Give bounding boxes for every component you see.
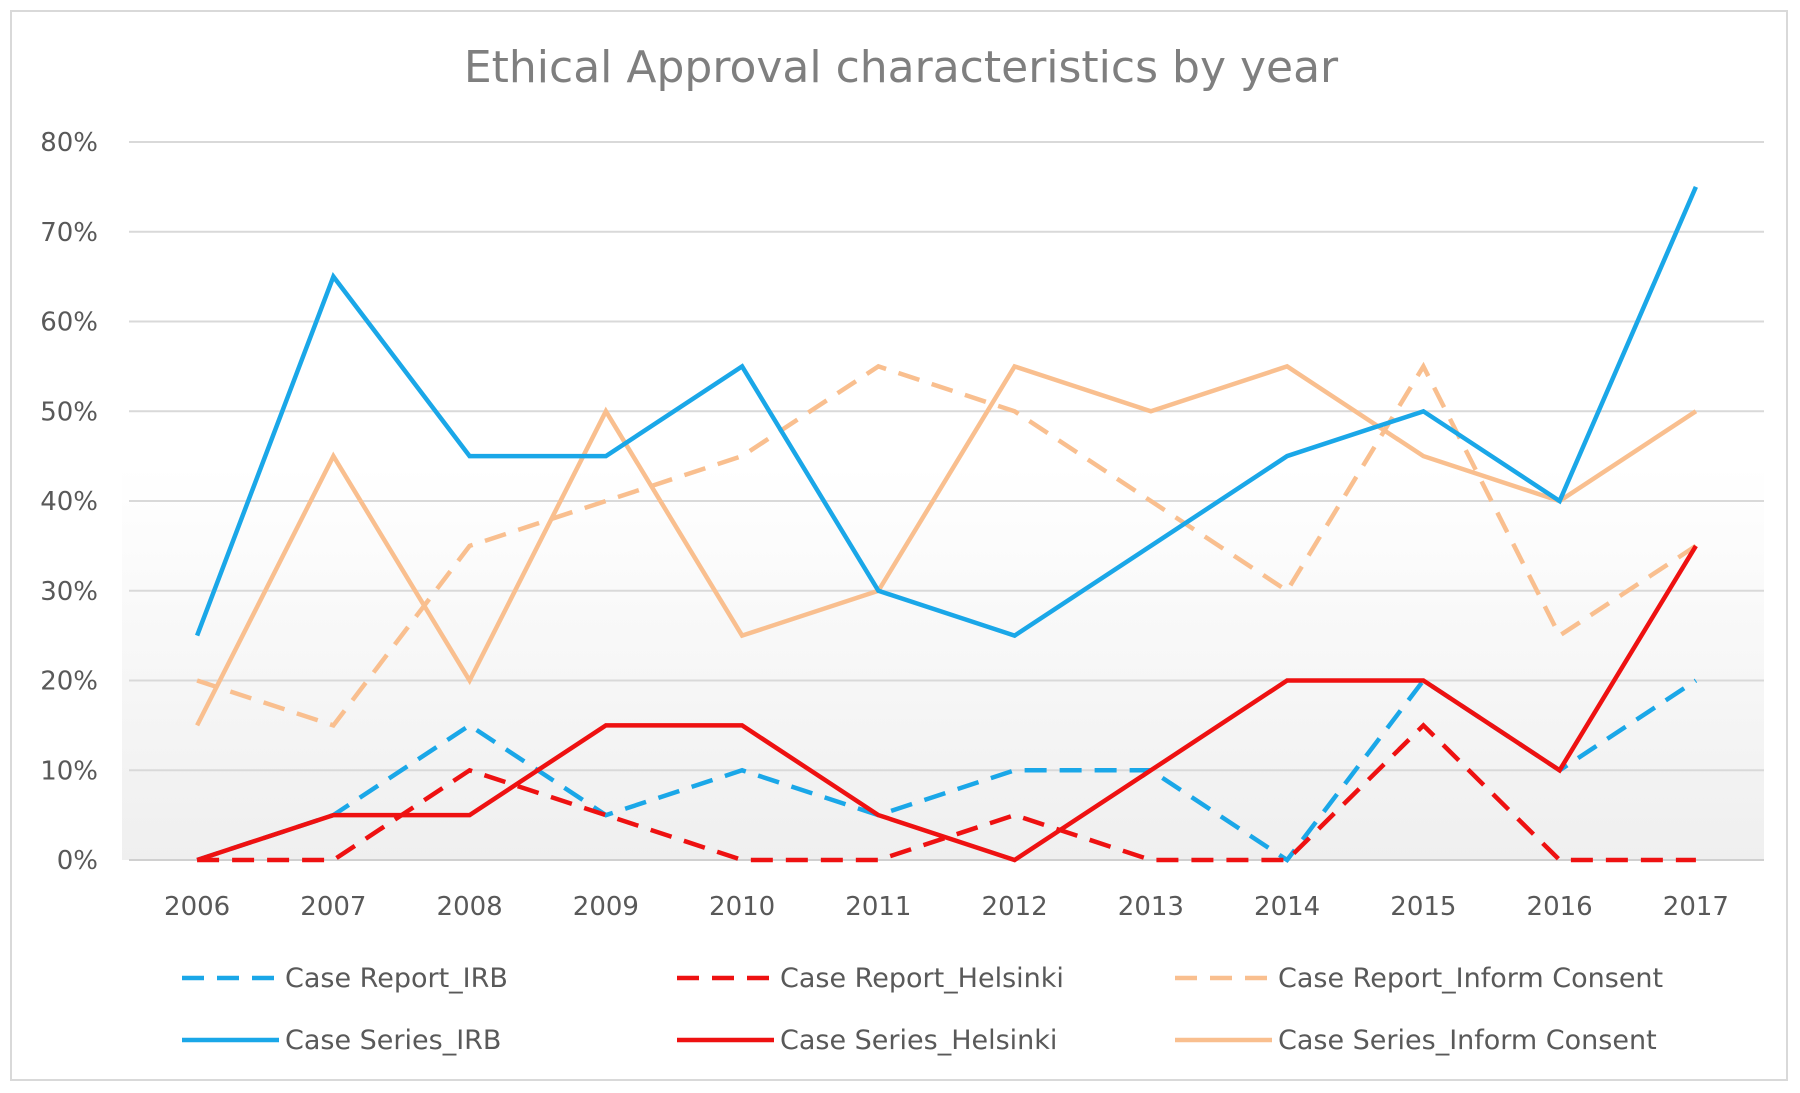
series-line-2 (196, 361, 1698, 729)
legend-label-3: Case Series_IRB (285, 1025, 501, 1056)
x-tick-label: 2007 (300, 892, 366, 922)
legend-label-0: Case Report_IRB (285, 963, 508, 994)
x-tick-label: 2012 (982, 892, 1048, 922)
x-tick-label: 2009 (573, 892, 639, 922)
series-line-1 (197, 722, 1696, 863)
x-tick-label: 2006 (164, 892, 230, 922)
y-tick-label: 10% (40, 756, 98, 786)
chart-frame: Ethical Approval characteristics by year… (10, 10, 1788, 1081)
legend-label-1: Case Report_Helsinki (780, 963, 1064, 994)
y-tick-label: 60% (40, 308, 98, 338)
x-tick-label: 2016 (1527, 892, 1593, 922)
series-line-4 (196, 544, 1698, 863)
x-tick-label: 2008 (437, 892, 503, 922)
x-tick-label: 2017 (1663, 892, 1729, 922)
y-tick-label: 20% (40, 667, 98, 697)
x-axis-ticks: 2006 2007 2008 2009 2010 2011 2012 2013 2014 2015… (164, 892, 1729, 922)
x-tick-label: 2015 (1390, 892, 1456, 922)
x-tick-label: 2010 (709, 892, 775, 922)
series-line-5 (195, 363, 1698, 727)
legend-label-5: Case Series_Inform Consent (1278, 1025, 1657, 1056)
x-tick-label: 2014 (1254, 892, 1320, 922)
chart-title: Ethical Approval characteristics by year (464, 42, 1339, 93)
x-tick-label: 2011 (845, 892, 911, 922)
x-tick-label: 2013 (1118, 892, 1184, 922)
series-lines (194, 186, 1698, 864)
legend-label-4: Case Series_Helsinki (780, 1025, 1057, 1056)
y-tick-label: 40% (40, 487, 98, 517)
line-chart: Ethical Approval characteristics by year… (40, 42, 1764, 1056)
y-tick-label: 80% (40, 128, 98, 158)
y-axis-ticks: 0% 10% 20% 30% 40% 50% 60% 70% 80% (40, 128, 98, 876)
y-tick-label: 70% (40, 218, 98, 248)
y-tick-label: 50% (40, 397, 98, 427)
legend: Case Report_IRB Case Report_Helsinki Case … (182, 963, 1663, 1056)
y-tick-label: 0% (57, 846, 98, 876)
series-line-3 (194, 186, 1698, 639)
y-tick-label: 30% (40, 577, 98, 607)
gridlines (129, 141, 1764, 861)
legend-label-2: Case Report_Inform Consent (1278, 963, 1663, 994)
